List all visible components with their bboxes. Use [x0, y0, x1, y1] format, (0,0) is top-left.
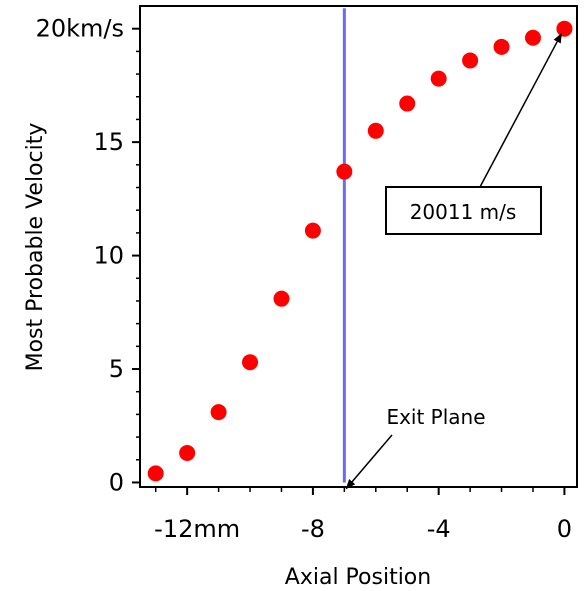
y-tick-label: 0 [109, 468, 124, 496]
data-point [493, 38, 510, 55]
y-tick-label: 20km/s [36, 15, 124, 43]
velocity-annotation-arrow [479, 32, 563, 188]
x-tick-label: 0 [557, 515, 572, 543]
data-point [242, 354, 259, 371]
data-point [367, 122, 384, 139]
data-point [556, 20, 573, 37]
data-point [336, 163, 353, 180]
x-tick-label: -8 [301, 515, 325, 543]
plot-frame [139, 5, 578, 488]
data-point [462, 52, 479, 69]
x-axis-title: Axial Position [285, 565, 431, 590]
data-point [147, 465, 164, 482]
y-tick-label: 10 [93, 242, 124, 270]
exit-plane-annotation-label: Exit Plane [386, 405, 485, 429]
y-tick-label: 5 [109, 355, 124, 383]
data-point [210, 404, 227, 421]
data-point [273, 290, 290, 307]
y-tick-label: 15 [93, 128, 124, 156]
velocity-annotation-box [385, 186, 542, 235]
velocity-annotation-label: 20011 m/s [410, 200, 517, 224]
x-tick-label: -12mm [154, 515, 240, 543]
y-axis-title: Most Probable Velocity [23, 123, 48, 372]
exit-plane-annotation-arrow [345, 434, 393, 490]
x-axis-ticks: -12mm -8 -4 0 [154, 487, 572, 543]
data-points [147, 20, 573, 482]
y-axis-ticks: 0 5 10 15 20km/s [36, 15, 140, 496]
data-point [524, 29, 541, 46]
data-point [179, 444, 196, 461]
x-tick-label: -4 [427, 515, 451, 543]
data-point [304, 222, 321, 239]
data-point [399, 95, 416, 112]
data-point [430, 70, 447, 87]
